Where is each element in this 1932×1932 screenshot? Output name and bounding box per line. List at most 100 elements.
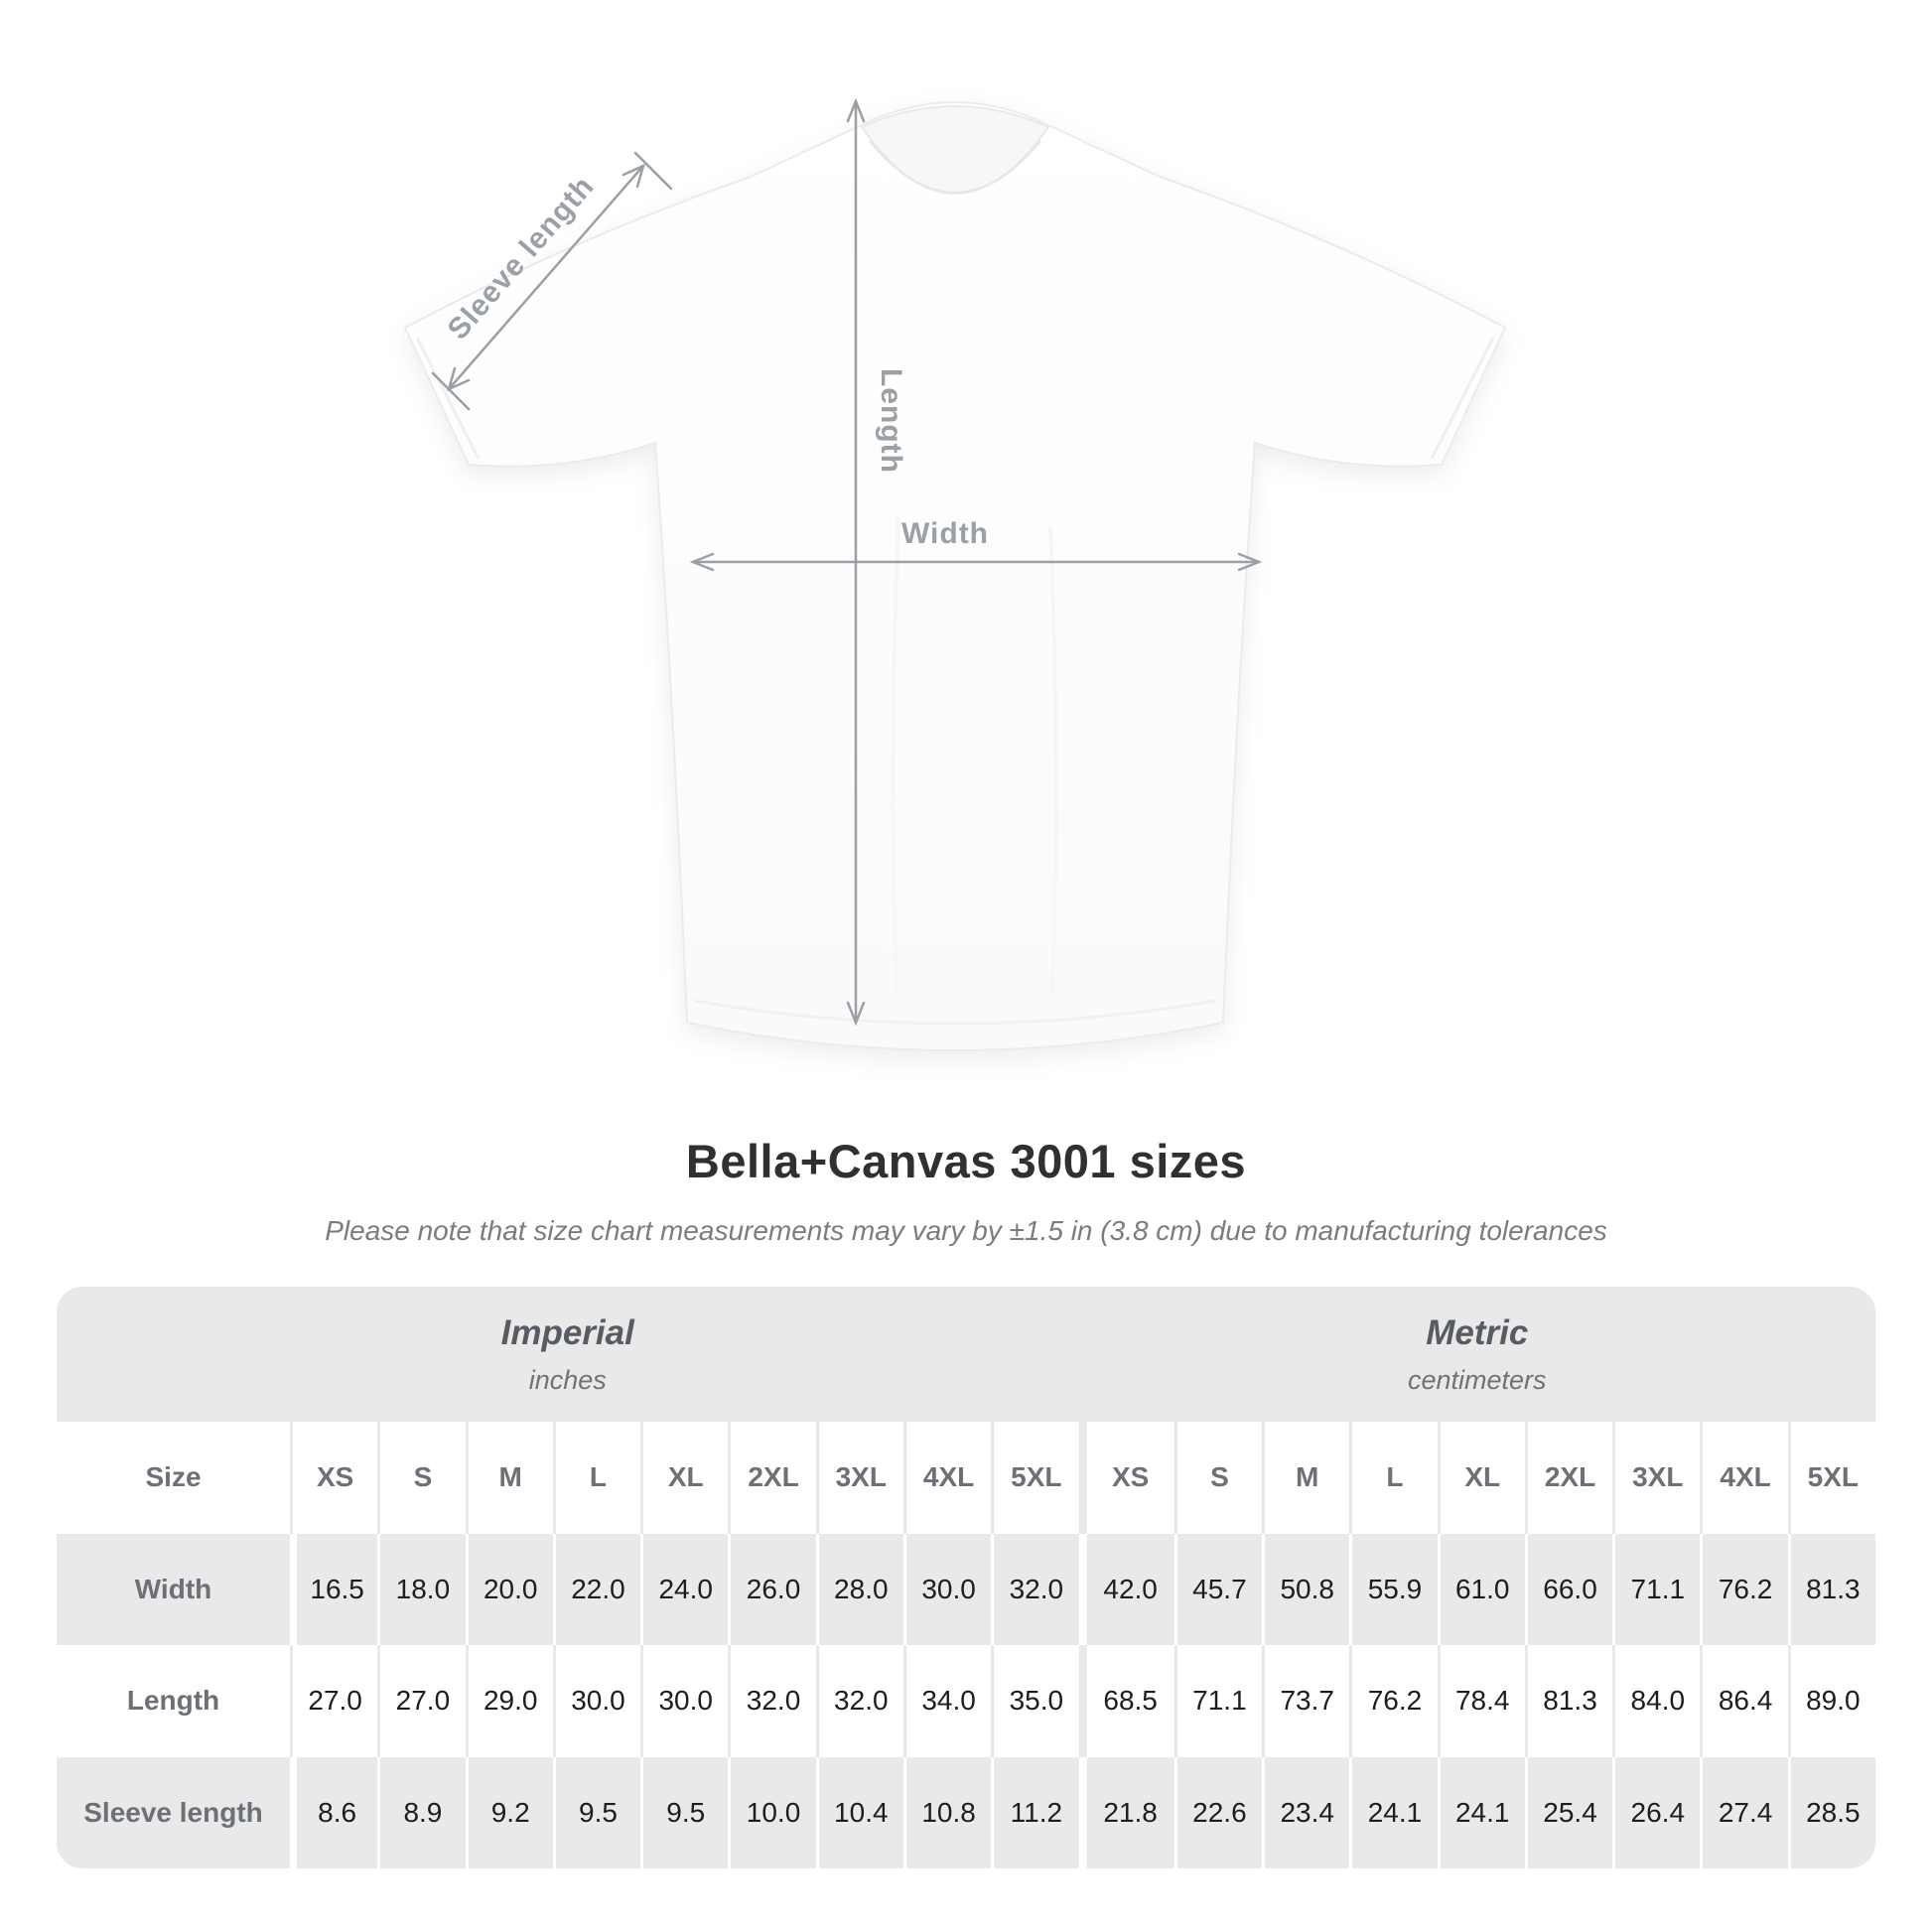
row-label: Sleeve length	[57, 1756, 290, 1868]
table-value: 18.0	[377, 1533, 466, 1645]
table-value: 30.0	[902, 1533, 992, 1645]
imperial-units: inches	[528, 1364, 607, 1395]
table-value: 27.0	[377, 1645, 466, 1757]
size-header: M	[465, 1422, 553, 1534]
table-value: 22.6	[1173, 1756, 1263, 1868]
table-value: 66.0	[1524, 1533, 1613, 1645]
size-header: XL	[1437, 1422, 1525, 1534]
tolerance-note: Please note that size chart measurements…	[325, 1215, 1607, 1246]
table-value: 30.0	[552, 1645, 641, 1757]
metric-units: centimeters	[1407, 1364, 1547, 1395]
table-value: 61.0	[1437, 1533, 1525, 1645]
table-value: 8.6	[290, 1756, 378, 1868]
table-value: 21.8	[1086, 1756, 1174, 1868]
unit-divider	[1078, 1645, 1087, 1757]
table-value: 32.0	[815, 1645, 903, 1757]
table-value: 10.4	[815, 1756, 903, 1868]
left-cuff-fold	[415, 337, 481, 460]
tshirt-silhouette	[403, 101, 1507, 1051]
size-chart-title: Bella+Canvas 3001 sizes	[685, 1135, 1247, 1187]
table-value: 9.5	[640, 1756, 729, 1868]
table-value: 11.2	[991, 1756, 1079, 1868]
size-header: 4XL	[1700, 1422, 1788, 1534]
imperial-header: Imperial inches	[57, 1287, 1079, 1422]
unit-divider	[1078, 1756, 1087, 1868]
table-value: 84.0	[1612, 1645, 1701, 1757]
size-header: 5XL	[1787, 1422, 1875, 1534]
right-cuff-fold	[1430, 337, 1495, 460]
table-value: 10.0	[728, 1756, 816, 1868]
table-value: 42.0	[1086, 1533, 1174, 1645]
table-value: 24.0	[640, 1533, 729, 1645]
size-header: XS	[1086, 1422, 1174, 1534]
tshirt-diagram: Length Width Sleeve length	[403, 97, 1507, 1051]
imperial-title: Imperial	[500, 1312, 634, 1352]
size-header: S	[1173, 1422, 1263, 1534]
size-header: XL	[640, 1422, 729, 1534]
size-header: S	[377, 1422, 466, 1534]
table-value: 24.1	[1349, 1756, 1438, 1868]
table-value: 81.3	[1787, 1533, 1875, 1645]
unit-divider	[1078, 1533, 1087, 1645]
table-value: 24.1	[1437, 1756, 1525, 1868]
table-value: 30.0	[640, 1645, 729, 1757]
size-header: 3XL	[1612, 1422, 1701, 1534]
table-value: 89.0	[1787, 1645, 1875, 1757]
table-value: 26.0	[728, 1533, 816, 1645]
table-value: 71.1	[1612, 1533, 1701, 1645]
metric-header: Metric centimeters	[1078, 1287, 1875, 1422]
table-value: 50.8	[1262, 1533, 1350, 1645]
table-value: 68.5	[1086, 1645, 1174, 1757]
table-value: 34.0	[902, 1645, 992, 1757]
size-column-header: Size	[57, 1422, 290, 1534]
size-header: XS	[290, 1422, 378, 1534]
size-header: 4XL	[902, 1422, 992, 1534]
table-value: 55.9	[1349, 1533, 1438, 1645]
row-label: Length	[57, 1645, 290, 1757]
table-value: 25.4	[1524, 1756, 1613, 1868]
size-header: 2XL	[1524, 1422, 1613, 1534]
table-value: 10.8	[902, 1756, 992, 1868]
table-value: 76.2	[1349, 1645, 1438, 1757]
table-value: 32.0	[991, 1533, 1079, 1645]
table-value: 9.5	[552, 1756, 641, 1868]
width-arrow	[689, 552, 1263, 572]
table-value: 86.4	[1700, 1645, 1788, 1757]
table-value: 27.0	[290, 1645, 378, 1757]
size-header: 3XL	[815, 1422, 903, 1534]
unit-divider	[1078, 1422, 1087, 1534]
table-value: 28.0	[815, 1533, 903, 1645]
table-value: 23.4	[1262, 1756, 1350, 1868]
size-header: 2XL	[728, 1422, 816, 1534]
metric-title: Metric	[1426, 1312, 1529, 1352]
table-value: 9.2	[465, 1756, 553, 1868]
width-label: Width	[901, 517, 989, 550]
table-value: 20.0	[465, 1533, 553, 1645]
table-value: 73.7	[1262, 1645, 1350, 1757]
row-label: Width	[57, 1533, 290, 1645]
length-label: Length	[875, 368, 907, 474]
table-value: 78.4	[1437, 1645, 1525, 1757]
table-value: 16.5	[290, 1533, 378, 1645]
wrinkle-line	[1048, 525, 1058, 994]
sleeve-length-arrow	[431, 151, 673, 411]
table-value: 81.3	[1524, 1645, 1613, 1757]
size-header: 5XL	[991, 1422, 1079, 1534]
table-value: 76.2	[1700, 1533, 1788, 1645]
table-value: 8.9	[377, 1756, 466, 1868]
hem-stitch	[694, 999, 1216, 1026]
table-value: 22.0	[552, 1533, 641, 1645]
table-value: 45.7	[1173, 1533, 1263, 1645]
size-header: L	[552, 1422, 641, 1534]
table-value: 29.0	[465, 1645, 553, 1757]
table-value: 28.5	[1787, 1756, 1875, 1868]
size-table: Imperial inches Metric centimeters Size …	[57, 1287, 1875, 1868]
table-value: 26.4	[1612, 1756, 1701, 1868]
table-value: 71.1	[1173, 1645, 1263, 1757]
size-header: L	[1349, 1422, 1438, 1534]
collar-ribbing	[869, 140, 1041, 195]
size-header: M	[1262, 1422, 1350, 1534]
table-value: 27.4	[1700, 1756, 1788, 1868]
table-value: 35.0	[991, 1645, 1079, 1757]
